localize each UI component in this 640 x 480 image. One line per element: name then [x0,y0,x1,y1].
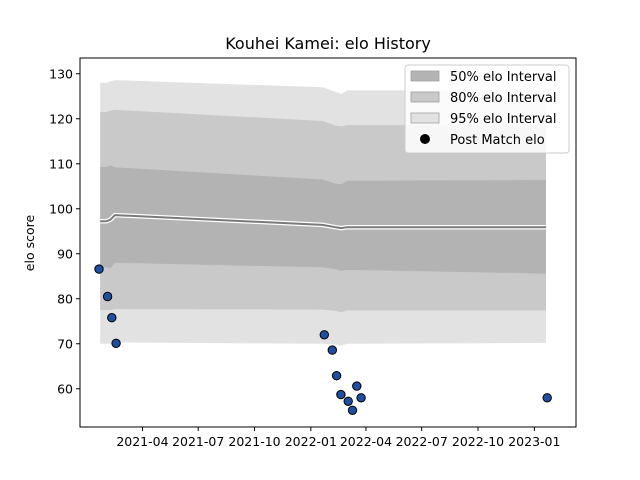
post-match-point [343,396,353,406]
post-match-point [336,389,346,400]
x-axis: 2021-04 2021-07 2021-10 2022-01 2022-04 2022-… [116,427,560,449]
y-tick-label: 130 [49,66,73,81]
y-tick-label: 110 [49,156,73,171]
y-tick-label: 80 [57,291,73,306]
post-match-point [94,264,104,274]
post-match-point [331,371,342,381]
x-tick-label: 2022-04 [340,434,392,449]
post-match-point [327,345,337,355]
x-tick-label: 2022-01 [285,434,337,449]
y-tick-label: 90 [57,246,73,261]
legend-swatch [410,70,440,82]
legend-swatch [410,112,440,124]
x-tick-label: 2022-10 [452,434,504,449]
x-tick-label: 2021-04 [116,434,168,449]
legend-label: Post Match elo [450,133,545,148]
y-tick-label: 70 [57,336,73,351]
legend-label: 80% elo Interval [450,91,557,106]
legend-label: 95% elo Interval [450,112,557,127]
band-50-interval [100,165,546,274]
plot-frame [79,57,577,428]
post-match-point [107,313,117,323]
x-tick-label: 2022-07 [396,434,448,449]
x-tick-label: 2021-07 [172,434,224,449]
post-match-point [352,381,362,391]
post-match-point [356,393,366,403]
x-tick-label: 2021-10 [228,434,280,449]
post-match-point [102,291,113,302]
chart-title: Kouhei Kamei: elo History [225,34,431,53]
x-tick-label: 2023-01 [508,434,560,449]
post-match-point [111,338,121,348]
legend-marker [420,134,430,144]
post-match-point [319,330,329,340]
y-tick-label: 60 [57,381,73,396]
post-match-point [347,405,358,415]
post-match-point [542,393,552,403]
y-axis-label: elo score [22,215,37,272]
legend-box [404,64,570,154]
y-axis: 60 70 80 90 100 110 120 130 [49,66,80,396]
legend: 50% elo Interval 80% elo Interval 95% elo … [404,64,570,154]
legend-swatch [410,91,440,103]
y-tick-label: 100 [49,201,73,216]
mean-elo-line [100,214,546,230]
y-tick-label: 120 [49,111,73,126]
legend-label: 50% elo Interval [450,70,557,85]
